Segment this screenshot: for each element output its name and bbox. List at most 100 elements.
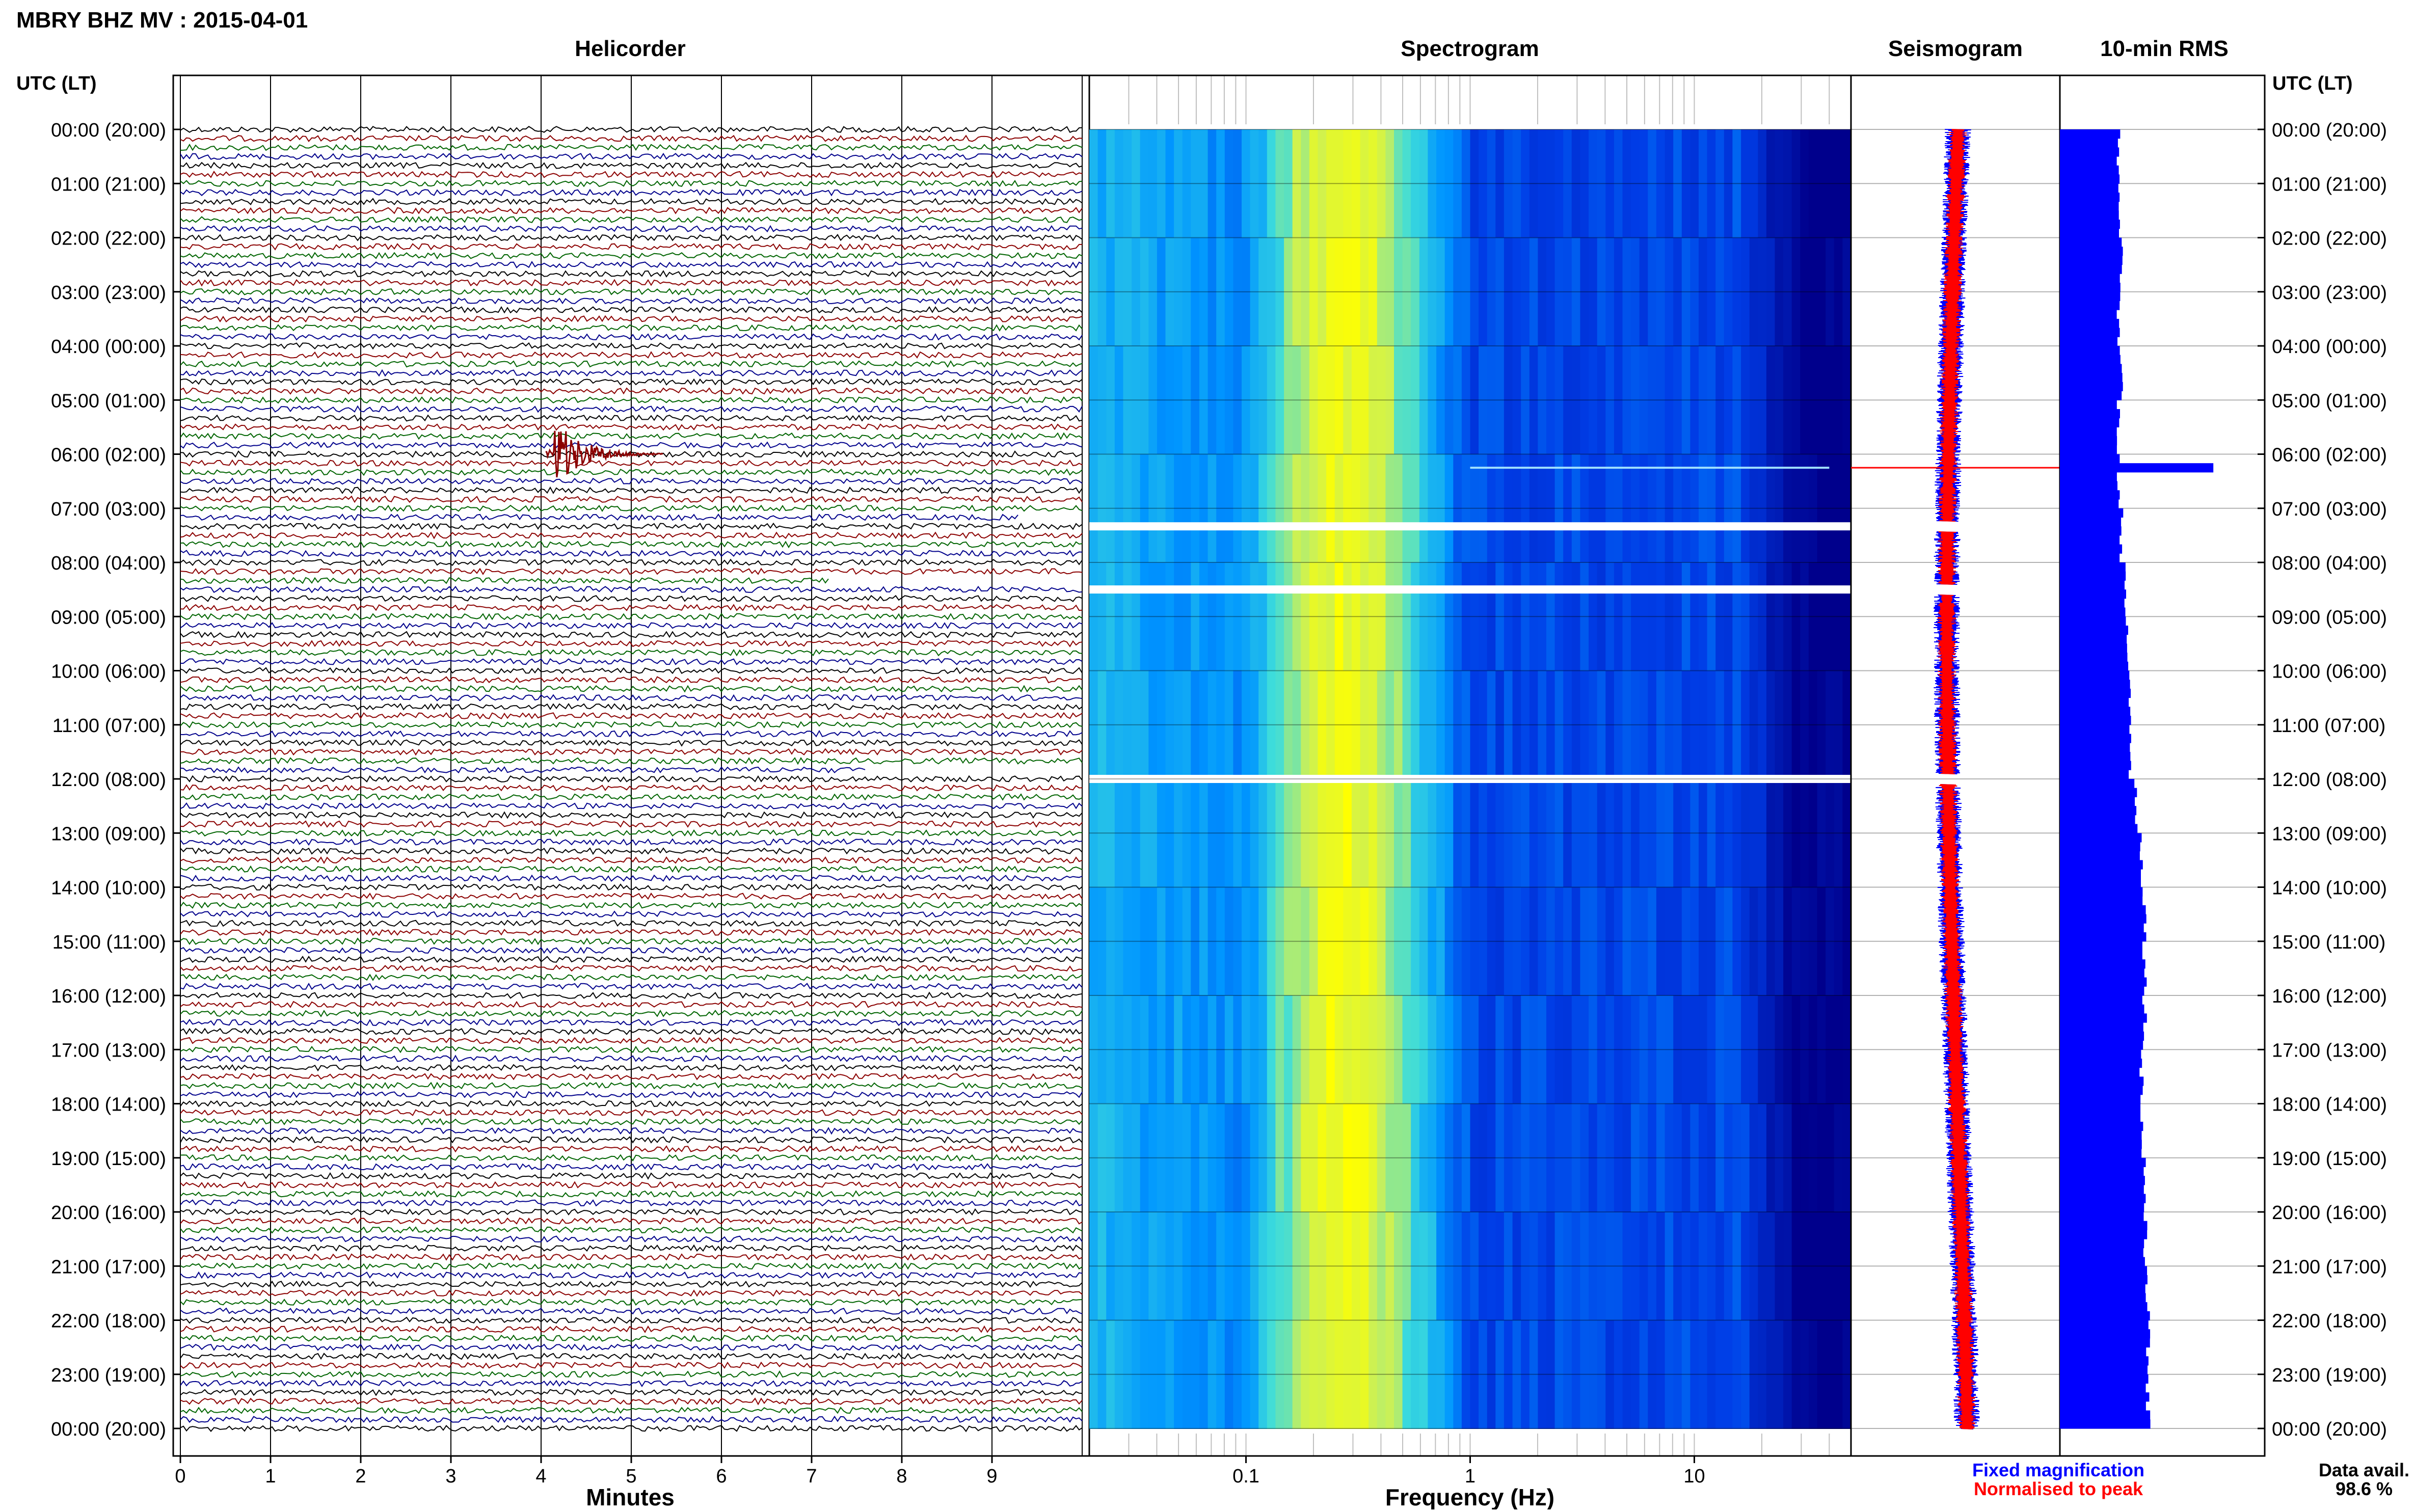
spectrogram-cell: [1267, 1103, 1276, 1212]
spectrogram-cell: [1699, 779, 1708, 888]
helicorder-trace: [180, 1118, 1083, 1126]
spectrogram-cell: [1487, 346, 1496, 455]
spectrogram-cell: [1834, 237, 1843, 346]
spectrogram-cell: [1597, 346, 1606, 455]
spectrogram-cell: [1665, 1212, 1674, 1321]
spectrogram-cell: [1326, 1103, 1335, 1212]
rms-bar: [2060, 247, 2123, 256]
spectrogram-cell: [1097, 346, 1107, 455]
spectrogram-cell: [1351, 995, 1361, 1104]
time-label-left: 09:00 (05:00): [51, 607, 166, 628]
helicorder-trace: [180, 207, 1083, 214]
spectrogram-cell: [1369, 1103, 1378, 1212]
spectrogram-cell: [1284, 1212, 1293, 1321]
helicorder-trace: [180, 252, 1083, 260]
rms-bar: [2060, 1031, 2144, 1041]
time-label-left: 19:00 (15:00): [51, 1148, 166, 1170]
helicorder-trace: [180, 170, 1083, 178]
spectrogram-cell: [1512, 454, 1521, 563]
spectrogram-cell: [1360, 1320, 1369, 1429]
minutes-tick-label: 5: [626, 1466, 636, 1487]
spectrogram-cell: [1444, 237, 1454, 346]
rms-bar: [2060, 932, 2146, 942]
spectrogram-cell: [1233, 454, 1242, 563]
spectrogram-cell: [1834, 1212, 1843, 1321]
spectrogram-cell: [1639, 670, 1649, 779]
spectrogram-cell: [1284, 887, 1293, 996]
spectrogram-cell: [1631, 1320, 1640, 1429]
helicorder-trace: [180, 1407, 1083, 1414]
seismogram-title: Seismogram: [1888, 36, 2023, 61]
spectrogram-cell: [1487, 670, 1496, 779]
spectrogram-cell: [1546, 129, 1555, 238]
spectrogram-cell: [1242, 454, 1251, 563]
spectrogram-cell: [1318, 1103, 1327, 1212]
spectrogram-cell: [1749, 670, 1759, 779]
spectrogram-cell: [1842, 237, 1852, 346]
spectrogram-cell: [1301, 779, 1310, 888]
spectrogram-cell: [1538, 129, 1547, 238]
spectrogram-cell: [1597, 129, 1606, 238]
spectrogram-cell: [1402, 995, 1411, 1104]
spectrogram-cell: [1461, 887, 1471, 996]
spectrogram-cell: [1783, 1320, 1792, 1429]
helicorder-trace: [180, 378, 1083, 386]
spectrogram-cell: [1580, 1212, 1589, 1321]
spectrogram-cell: [1808, 346, 1818, 455]
spectrogram-cell: [1529, 346, 1539, 455]
helicorder-trace: [180, 188, 1083, 197]
helicorder-trace: [180, 1154, 1083, 1162]
rms-bar: [2060, 517, 2122, 527]
rms-bar: [2060, 1239, 2144, 1249]
spectrogram-cell: [1690, 1320, 1699, 1429]
spectrogram-cell: [1639, 129, 1649, 238]
spectrogram-cell: [1470, 129, 1479, 238]
rms-bar: [2060, 427, 2117, 437]
spectrogram-cell: [1216, 1103, 1225, 1212]
spectrogram-cell: [1436, 129, 1445, 238]
spectrogram-cell: [1275, 887, 1284, 996]
rms-bar: [2060, 391, 2122, 400]
spectrogram-cell: [1487, 1320, 1496, 1429]
spectrogram-cell: [1444, 1212, 1454, 1321]
spectrogram-cell: [1791, 779, 1801, 888]
spectrogram-cell: [1622, 887, 1631, 996]
minutes-tick-label: 6: [716, 1466, 727, 1487]
spectrogram-cell: [1817, 346, 1826, 455]
spectrogram-cell: [1157, 346, 1166, 455]
spectrogram-cell: [1648, 1103, 1657, 1212]
spectrogram-cell: [1284, 1320, 1293, 1429]
spectrogram-cell: [1563, 237, 1572, 346]
helicorder-event-trace: [545, 430, 663, 478]
spectrogram-cell: [1369, 346, 1378, 455]
spectrogram-cell: [1394, 887, 1403, 996]
spectrogram-cell: [1453, 129, 1462, 238]
helicorder-trace: [180, 125, 1083, 133]
rms-bar: [2060, 653, 2128, 662]
spectrogram-cell: [1681, 237, 1691, 346]
spectrogram-cell: [1580, 1103, 1589, 1212]
spectrogram-cell: [1267, 670, 1276, 779]
spectrogram-cell: [1106, 129, 1115, 238]
spectrogram-cell: [1377, 887, 1386, 996]
spectrogram-cell: [1715, 1320, 1725, 1429]
spectrogram-cell: [1191, 1320, 1200, 1429]
rms-bar: [2060, 833, 2142, 843]
spectrogram-cell: [1394, 1212, 1403, 1321]
spectrogram-cell: [1461, 129, 1471, 238]
spectrogram-cell: [1690, 670, 1699, 779]
spectrogram-cell: [1580, 346, 1589, 455]
spectrogram-cell: [1487, 1103, 1496, 1212]
spectrogram-cell: [1580, 779, 1589, 888]
spectrogram-cell: [1461, 454, 1471, 563]
helicorder-trace: [180, 1082, 1083, 1090]
helicorder-trace: [180, 387, 1083, 395]
spectrogram-cell: [1369, 1320, 1378, 1429]
minutes-tick-label: 7: [806, 1466, 817, 1487]
spectrogram-cell: [1233, 779, 1242, 888]
spectrogram-cell: [1580, 887, 1589, 996]
spectrogram-cell: [1301, 887, 1310, 996]
spectrogram-cell: [1309, 779, 1319, 888]
spectrogram-cell: [1605, 1212, 1615, 1321]
rms-bar: [2060, 1157, 2146, 1167]
